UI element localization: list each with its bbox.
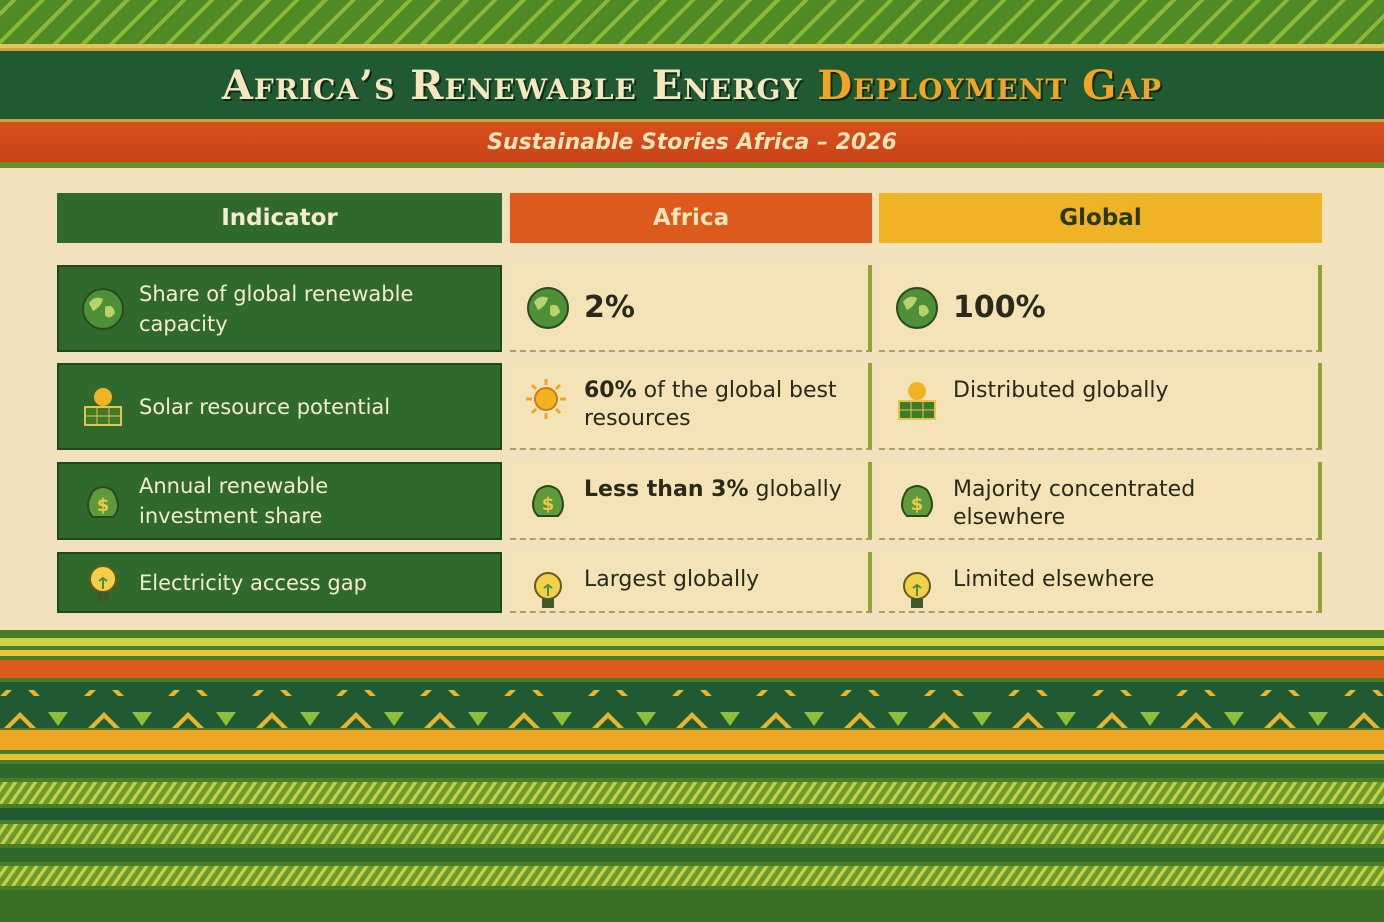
value-cell: $ Less than 3% globally — [510, 462, 872, 540]
value-cell: Limited elsewhere — [879, 552, 1322, 613]
icon: $ — [87, 486, 119, 518]
cell-detail: of the global best resources — [584, 378, 837, 431]
indicator-cell: Share of global renewable capacity — [57, 265, 502, 352]
icon: $ — [532, 485, 564, 517]
title-band: Africa’s Renewable Energy Deployment Gap — [0, 48, 1384, 122]
svg-text:$: $ — [911, 494, 924, 515]
cell-text: Largest globally — [584, 566, 759, 594]
indicator-cell: Solar resource potential — [57, 363, 502, 450]
cell-strong: 2% — [584, 289, 635, 325]
cell-strong: 100% — [953, 289, 1046, 325]
value-cell: 60% of the global best resources — [510, 363, 872, 450]
cell-detail: Distributed globally — [953, 378, 1169, 403]
cell-text: Majority concentrated elsewhere — [953, 476, 1223, 532]
icon — [82, 287, 124, 330]
icon: $ — [901, 485, 933, 517]
title-main: Africa’s Renewable Energy — [221, 61, 803, 109]
column-header: Africa — [510, 193, 872, 243]
svg-text:$: $ — [542, 494, 555, 515]
indicator-cell: Electricity access gap — [57, 552, 502, 613]
cell-text: 100% — [953, 292, 1046, 322]
cell-text: 2% — [584, 292, 635, 322]
title: Africa’s Renewable Energy Deployment Gap — [222, 62, 1162, 109]
icon — [84, 387, 122, 426]
column-header: Global — [879, 193, 1322, 243]
cell-text: Limited elsewhere — [953, 566, 1154, 594]
cell-text: Share of global renewable capacity — [139, 281, 414, 336]
icon — [527, 286, 569, 329]
cell-strong: 60% — [584, 378, 637, 403]
top-border — [0, 0, 1384, 48]
cell-text: Electricity access gap — [139, 570, 367, 595]
value-cell: 2% — [510, 265, 872, 352]
title-highlight: Deployment Gap — [817, 61, 1163, 109]
subtitle: Sustainable Stories Africa – 2026 — [487, 129, 897, 155]
value-cell: Largest globally — [510, 552, 872, 613]
cell-detail: Limited elsewhere — [953, 567, 1155, 592]
cell-text: Distributed globally — [953, 377, 1169, 405]
subtitle-band: Sustainable Stories Africa – 2026 — [0, 122, 1384, 168]
cell-detail: globally — [755, 477, 842, 502]
cell-text: Annual renewable investment share — [139, 474, 329, 528]
cell-strong: Less than 3% — [584, 477, 749, 502]
svg-text:$: $ — [97, 495, 110, 516]
cell-text: 60% of the global best resources — [584, 377, 854, 433]
cell-text: Solar resource potential — [139, 394, 391, 419]
bottom-border — [0, 630, 1384, 922]
icon — [896, 286, 938, 329]
icon — [898, 382, 936, 420]
cell-detail: Largest globally — [584, 567, 760, 592]
cell-detail: Majority concentrated elsewhere — [953, 477, 1196, 530]
cell-text: Less than 3% globally — [584, 476, 842, 504]
column-header: Indicator — [57, 193, 502, 243]
value-cell: 100% — [879, 265, 1322, 352]
indicator-cell: $ Annual renewable investment share — [57, 462, 502, 540]
value-cell: $ Majority concentrated elsewhere — [879, 462, 1322, 540]
icon — [534, 572, 562, 608]
icon — [526, 379, 566, 419]
value-cell: Distributed globally — [879, 363, 1322, 450]
icon — [903, 572, 931, 608]
icon — [89, 564, 117, 601]
